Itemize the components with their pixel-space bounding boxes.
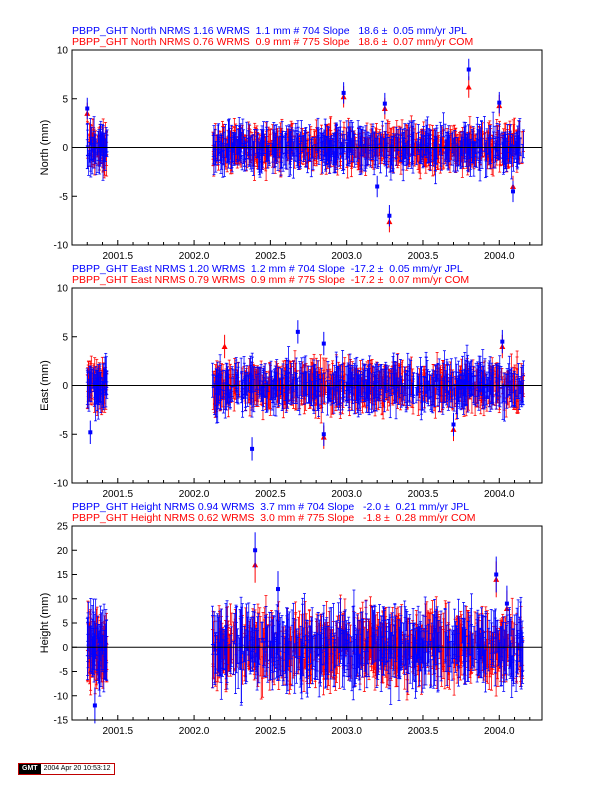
x-tick-label: 2002.5 xyxy=(255,251,286,262)
y-axis-label: North (mm) xyxy=(39,120,51,176)
outlier-point xyxy=(387,213,392,218)
outlier-point xyxy=(382,101,387,106)
series-legend-0: PBPP_GHT North NRMS 1.16 WRMS 1.1 mm # 7… xyxy=(72,25,467,37)
x-tick-label: 2003.5 xyxy=(408,251,439,262)
y-tick-label: 5 xyxy=(62,94,68,105)
y-tick-label: 0 xyxy=(62,143,68,154)
outlier-point xyxy=(497,100,502,105)
data-points xyxy=(85,320,526,461)
x-tick-label: 2002.0 xyxy=(179,251,210,262)
y-tick-label: -10 xyxy=(54,241,69,252)
outlier-point xyxy=(341,90,346,95)
data-points xyxy=(84,58,525,233)
series-legend-1: PBPP_GHT East NRMS 0.79 WRMS 0.9 mm # 77… xyxy=(72,274,469,286)
x-tick-label: 2004.0 xyxy=(484,251,515,262)
y-tick-label: 10 xyxy=(57,46,69,57)
x-tick-label: 2003.0 xyxy=(331,251,362,262)
series-legend-0: PBPP_GHT East NRMS 1.20 WRMS 1.2 mm # 70… xyxy=(72,263,463,275)
outlier-point xyxy=(466,67,471,72)
outlier-point xyxy=(375,184,380,189)
panel-north: PBPP_GHT North NRMS 1.16 WRMS 1.1 mm # 7… xyxy=(39,25,543,262)
series-legend-1: PBPP_GHT North NRMS 0.76 WRMS 0.9 mm # 7… xyxy=(72,36,473,48)
outlier-point xyxy=(465,84,472,90)
outlier-point xyxy=(511,189,516,194)
panel-east: PBPP_GHT East NRMS 1.20 WRMS 1.2 mm # 70… xyxy=(39,263,543,500)
outlier-point xyxy=(85,106,90,111)
y-tick-label: -5 xyxy=(59,192,68,203)
x-tick-label: 2001.5 xyxy=(102,251,133,262)
